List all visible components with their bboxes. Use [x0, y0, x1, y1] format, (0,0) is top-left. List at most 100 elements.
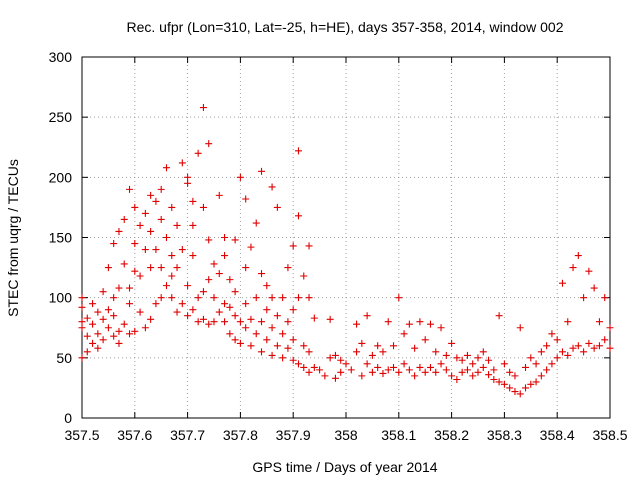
data-point-marker — [564, 318, 572, 326]
data-point-marker — [411, 372, 419, 380]
data-point-marker — [553, 354, 561, 362]
data-point-marker — [258, 167, 266, 175]
data-point-marker — [83, 314, 91, 322]
data-point-marker — [585, 267, 593, 275]
data-point-marker — [147, 227, 155, 235]
data-point-marker — [205, 276, 213, 284]
data-point-marker — [99, 315, 107, 323]
data-point-marker — [305, 294, 313, 302]
data-point-marker — [448, 372, 456, 380]
data-point-marker — [83, 348, 91, 356]
data-point-marker — [273, 203, 281, 211]
data-point-marker — [289, 356, 297, 364]
data-point-marker — [184, 312, 192, 320]
x-axis-label: GPS time / Days of year 2014 — [252, 459, 437, 475]
data-point-marker — [553, 336, 561, 344]
data-point-marker — [115, 284, 123, 292]
data-point-marker — [189, 252, 197, 260]
data-point-marker — [294, 212, 302, 220]
data-point-marker — [157, 215, 165, 223]
data-point-marker — [305, 348, 313, 356]
data-point-marker — [226, 330, 234, 338]
data-point-marker — [236, 339, 244, 347]
data-point-marker — [210, 294, 218, 302]
data-point-marker — [458, 368, 466, 376]
data-point-marker — [157, 264, 165, 272]
data-point-marker — [390, 363, 398, 371]
data-point-marker — [384, 366, 392, 374]
data-point-marker — [326, 354, 334, 362]
y-tick-label: 0 — [64, 410, 72, 426]
data-point-marker — [458, 356, 466, 364]
data-point-marker — [384, 318, 392, 326]
data-point-marker — [210, 318, 218, 326]
data-point-marker — [120, 260, 128, 268]
data-point-marker — [485, 371, 493, 379]
data-point-marker — [426, 320, 434, 328]
data-point-marker — [485, 356, 493, 364]
data-points — [78, 104, 614, 398]
data-point-marker — [242, 264, 250, 272]
data-point-marker — [99, 336, 107, 344]
x-tick-label: 357.9 — [276, 427, 311, 443]
data-point-marker — [537, 372, 545, 380]
data-point-marker — [215, 191, 223, 199]
data-point-marker — [242, 324, 250, 332]
data-point-marker — [78, 324, 86, 332]
data-point-marker — [104, 264, 112, 272]
data-point-marker — [78, 318, 86, 326]
data-point-marker — [152, 300, 160, 308]
data-point-marker — [126, 185, 134, 193]
data-point-marker — [437, 324, 445, 332]
data-point-marker — [184, 173, 192, 181]
data-point-marker — [421, 336, 429, 344]
data-point-marker — [268, 294, 276, 302]
data-point-marker — [601, 294, 609, 302]
y-tick-label: 300 — [49, 49, 73, 65]
data-point-marker — [162, 234, 170, 241]
data-point-marker — [178, 159, 186, 167]
data-point-marker — [136, 308, 144, 316]
data-point-marker — [126, 300, 134, 308]
data-point-marker — [474, 368, 482, 376]
x-tick-label: 358.1 — [381, 427, 416, 443]
data-point-marker — [194, 149, 202, 157]
data-point-marker — [511, 388, 519, 396]
data-point-marker — [236, 173, 244, 181]
data-point-marker — [189, 221, 197, 229]
data-point-marker — [532, 378, 540, 386]
data-point-marker — [595, 342, 603, 350]
data-point-marker — [527, 380, 535, 388]
data-point-marker — [141, 324, 149, 332]
data-point-marker — [147, 264, 155, 272]
data-point-marker — [416, 363, 424, 371]
data-point-marker — [131, 203, 139, 211]
data-point-marker — [258, 270, 266, 278]
data-point-marker — [284, 318, 292, 326]
data-point-marker — [115, 327, 123, 335]
data-point-marker — [569, 344, 577, 352]
data-point-marker — [279, 354, 287, 362]
data-point-marker — [247, 315, 255, 323]
data-point-marker — [273, 312, 281, 320]
data-point-marker — [374, 342, 382, 350]
data-point-marker — [94, 308, 102, 316]
data-point-marker — [215, 308, 223, 316]
data-point-marker — [537, 348, 545, 356]
data-point-marker — [574, 342, 582, 350]
data-point-marker — [580, 348, 588, 356]
data-point-marker — [168, 294, 176, 302]
data-point-marker — [252, 330, 260, 338]
data-point-marker — [152, 197, 160, 205]
data-point-marker — [321, 372, 329, 380]
data-point-marker — [221, 318, 229, 326]
data-point-marker — [506, 384, 514, 392]
data-point-marker — [141, 246, 149, 254]
data-point-marker — [147, 191, 155, 199]
data-point-marker — [342, 360, 350, 368]
data-point-marker — [564, 351, 572, 359]
data-point-marker — [390, 342, 398, 350]
data-point-marker — [585, 339, 593, 347]
data-point-marker — [432, 368, 440, 376]
